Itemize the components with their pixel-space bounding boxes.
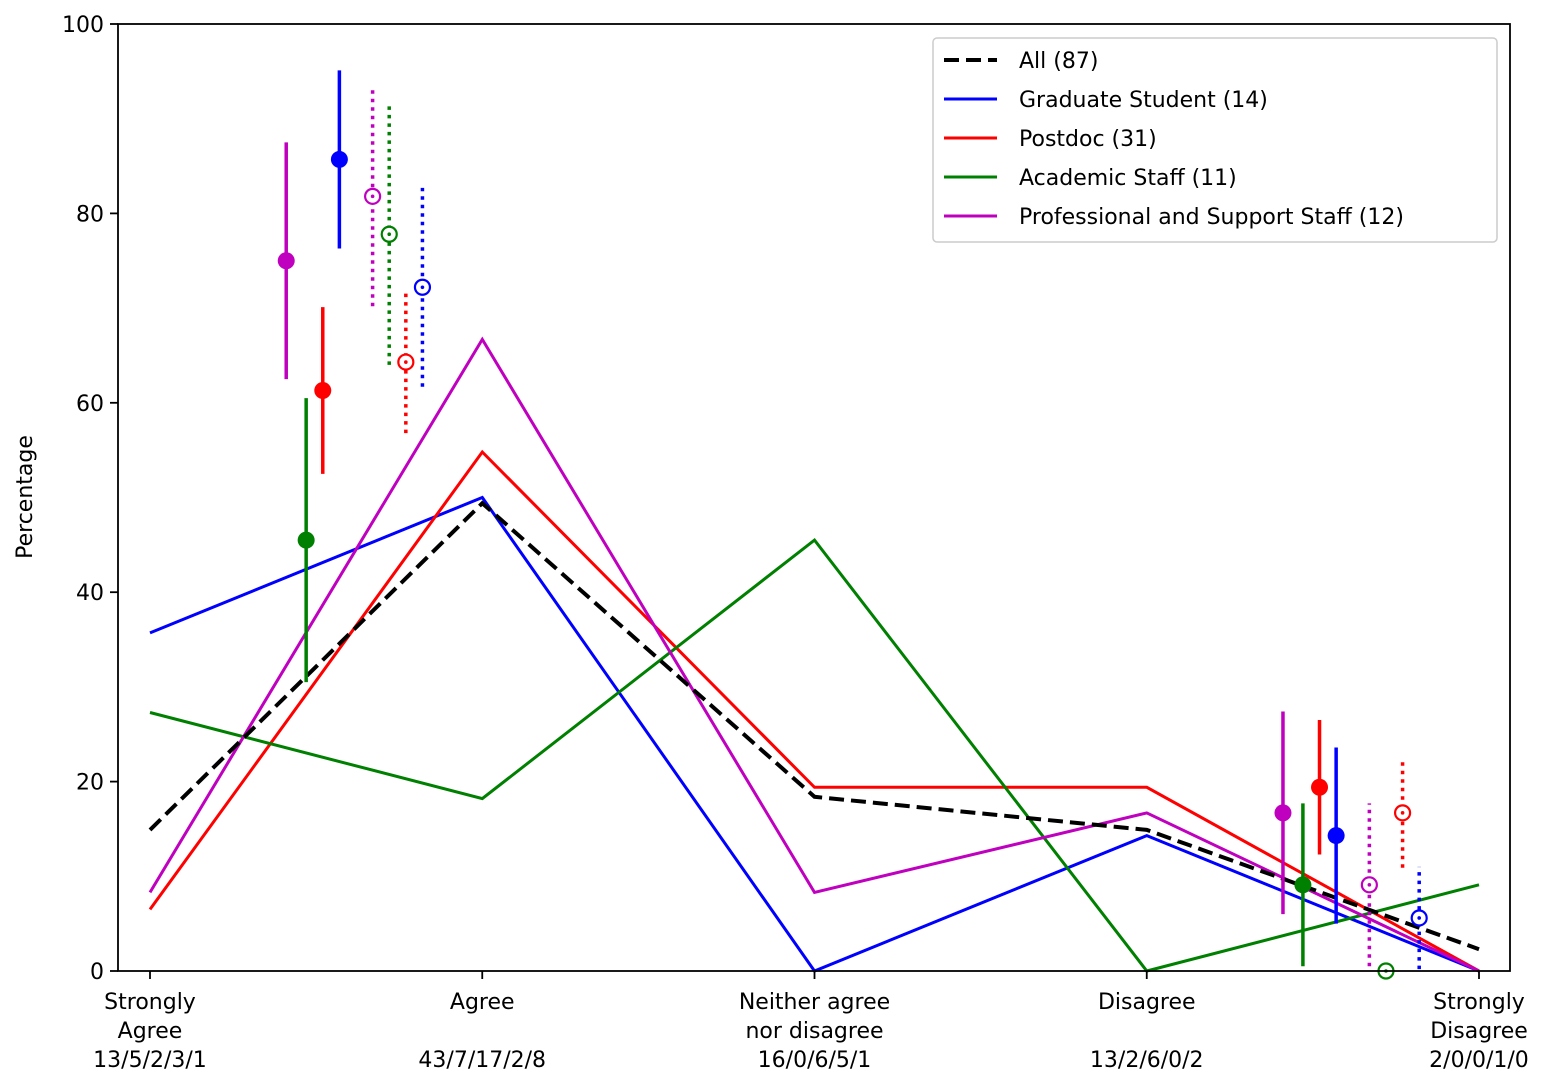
y-tick-label-4: 80 <box>76 202 104 227</box>
plot-area <box>148 70 1480 980</box>
x-tick-label-2-2: 16/0/6/5/1 <box>758 1048 872 1073</box>
legend-label-0: All (87) <box>1019 49 1098 74</box>
x-tick-label-2-0: Neither agree <box>739 990 890 1015</box>
x-tick-label-4-0: Strongly <box>1433 990 1525 1015</box>
series-line-1 <box>149 495 1480 973</box>
y-tick-label-1: 20 <box>76 771 104 796</box>
error-point-center-14 <box>1400 811 1405 815</box>
x-tick-label-1-0: Agree <box>450 990 515 1015</box>
x-tick-label-4-2: 2/0/0/1/0 <box>1429 1048 1529 1073</box>
x-tick-label-4-1: Disagree <box>1430 1019 1528 1044</box>
x-tick-label-1-2: 43/7/17/2/8 <box>418 1048 546 1073</box>
x-tick-label-2-1: nor disagree <box>745 1019 883 1044</box>
y-tick-label-0: 0 <box>90 960 104 985</box>
error-point-0 <box>277 252 295 270</box>
error-point-center-12 <box>1367 883 1372 887</box>
legend-label-1: Graduate Student (14) <box>1019 88 1268 113</box>
error-point-9 <box>1294 876 1312 894</box>
error-point-3 <box>330 150 348 168</box>
error-point-center-7 <box>420 285 425 290</box>
legend: All (87) Graduate Student (14) Postdoc (31… <box>932 37 1498 243</box>
y-tick-label-5: 100 <box>62 13 104 38</box>
error-point-1 <box>297 531 315 549</box>
error-point-center-5 <box>387 232 392 237</box>
x-tick-label-0-2: 13/5/2/3/1 <box>93 1048 207 1073</box>
legend-label-4: Professional and Support Staff (12) <box>1019 205 1404 230</box>
error-point-center-6 <box>404 360 408 364</box>
x-tick-label-3-0: Disagree <box>1098 990 1196 1015</box>
series-line-3 <box>149 537 1480 973</box>
axes: 0 20 40 60 80 100 Strongly Agree 13/5/2/3/1 Agree… <box>62 13 1529 1073</box>
x-tick-label-3-2: 13/2/6/0/2 <box>1090 1048 1204 1073</box>
error-point-8 <box>1274 804 1292 822</box>
legend-box <box>932 37 1498 243</box>
error-point-10 <box>1311 778 1329 796</box>
legend-label-3: Academic Staff (11) <box>1019 166 1237 191</box>
legend-label-2: Postdoc (31) <box>1019 127 1157 152</box>
error-point-center-4 <box>370 194 375 199</box>
series-line-2 <box>148 449 1480 973</box>
y-axis-title: Percentage <box>13 435 38 559</box>
y-tick-label-2: 40 <box>76 581 104 606</box>
error-point-2 <box>314 381 332 399</box>
error-point-11 <box>1327 827 1345 845</box>
x-tick-label-0-0: Strongly <box>104 990 196 1015</box>
series-line-0 <box>148 500 1480 952</box>
error-point-center-15 <box>1417 916 1421 920</box>
series-line-4 <box>148 336 1480 973</box>
y-tick-label-3: 60 <box>76 392 104 417</box>
x-tick-label-0-1: Agree <box>118 1019 183 1044</box>
